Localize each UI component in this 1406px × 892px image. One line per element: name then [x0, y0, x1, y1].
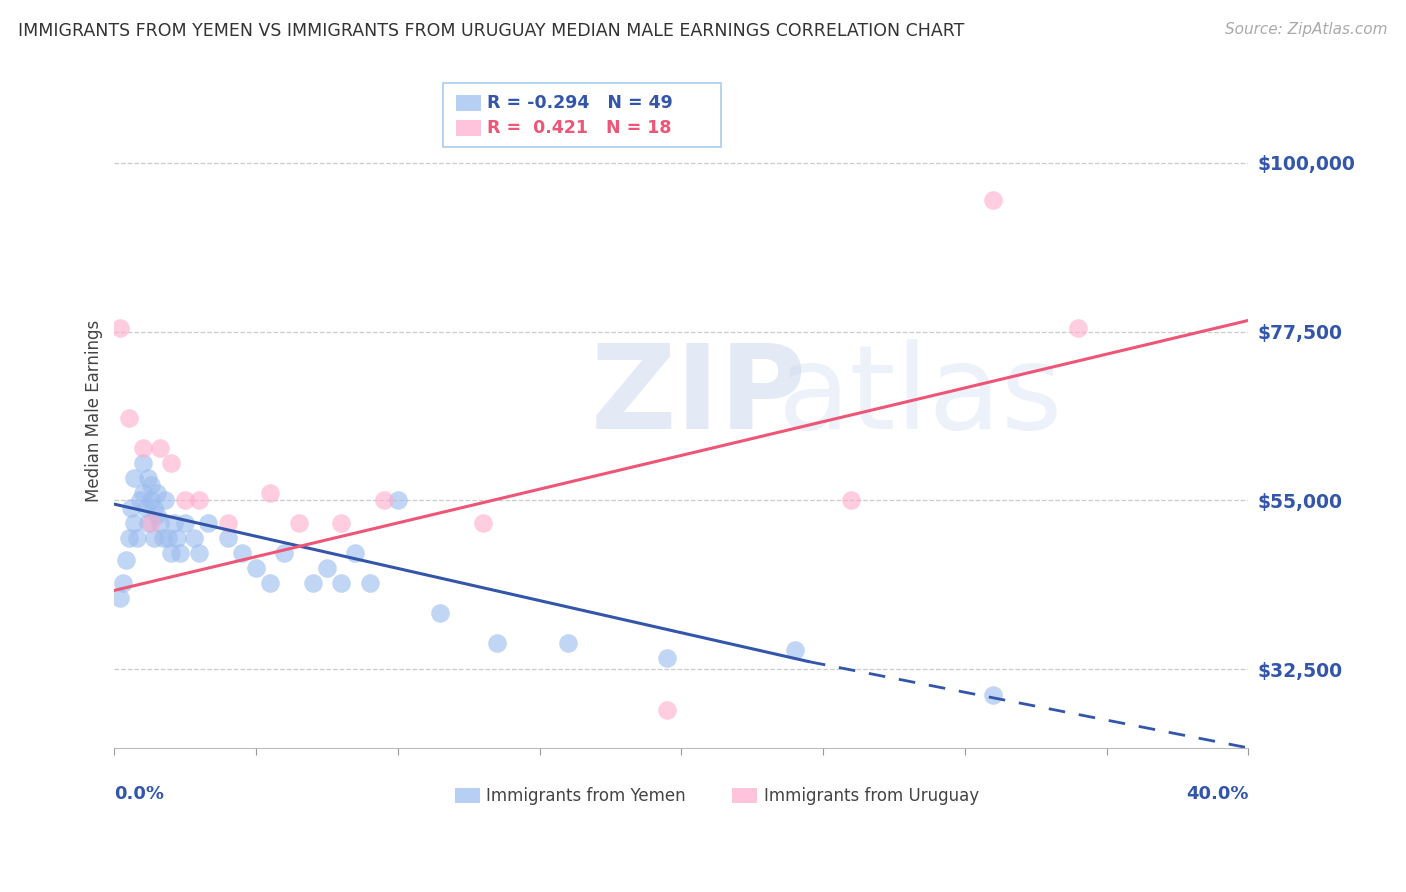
Point	[1067, 321, 1090, 335]
Point	[160, 456, 183, 470]
Text: atlas: atlas	[778, 340, 1063, 454]
Point	[287, 516, 309, 530]
Point	[197, 516, 219, 530]
Point	[166, 531, 188, 545]
Y-axis label: Median Male Earnings: Median Male Earnings	[86, 319, 103, 501]
Point	[471, 516, 494, 530]
Point	[217, 516, 239, 530]
Point	[330, 516, 353, 530]
Point	[157, 531, 180, 545]
Point	[146, 508, 169, 523]
FancyBboxPatch shape	[443, 83, 721, 147]
Point	[122, 471, 145, 485]
Text: 40.0%: 40.0%	[1185, 785, 1249, 803]
Point	[141, 478, 163, 492]
Text: R =  0.421   N = 18: R = 0.421 N = 18	[488, 119, 672, 136]
Text: Source: ZipAtlas.com: Source: ZipAtlas.com	[1225, 22, 1388, 37]
Point	[132, 441, 155, 455]
Point	[155, 493, 177, 508]
Text: R = -0.294   N = 49: R = -0.294 N = 49	[488, 94, 673, 112]
Point	[132, 486, 155, 500]
Point	[129, 493, 152, 508]
Point	[138, 516, 160, 530]
Point	[301, 575, 323, 590]
Point	[143, 500, 166, 515]
Point	[149, 441, 172, 455]
Point	[259, 486, 281, 500]
Point	[373, 493, 395, 508]
Point	[132, 456, 155, 470]
Point	[141, 493, 163, 508]
Point	[557, 636, 579, 650]
Point	[122, 516, 145, 530]
Point	[143, 531, 166, 545]
Point	[429, 606, 451, 620]
Point	[174, 516, 197, 530]
Point	[152, 531, 174, 545]
Text: Immigrants from Yemen: Immigrants from Yemen	[486, 787, 686, 805]
FancyBboxPatch shape	[733, 789, 758, 803]
Point	[117, 411, 139, 425]
Text: Immigrants from Uruguay: Immigrants from Uruguay	[763, 787, 979, 805]
Point	[174, 493, 197, 508]
Point	[841, 493, 863, 508]
Point	[135, 500, 157, 515]
Point	[108, 591, 131, 605]
Point	[783, 643, 806, 657]
Point	[114, 553, 136, 567]
Point	[231, 546, 253, 560]
Point	[217, 531, 239, 545]
Point	[160, 546, 183, 560]
Point	[188, 493, 211, 508]
Point	[111, 575, 134, 590]
Point	[188, 546, 211, 560]
FancyBboxPatch shape	[456, 95, 481, 112]
Point	[108, 321, 131, 335]
Point	[183, 531, 205, 545]
Point	[657, 703, 679, 717]
Point	[141, 516, 163, 530]
Point	[245, 561, 267, 575]
Point	[486, 636, 509, 650]
Point	[149, 516, 172, 530]
Point	[273, 546, 295, 560]
Point	[259, 575, 281, 590]
Point	[169, 546, 191, 560]
Text: ZIP: ZIP	[591, 340, 807, 454]
Point	[120, 500, 142, 515]
Point	[146, 486, 169, 500]
Point	[344, 546, 367, 560]
Point	[330, 575, 353, 590]
Point	[117, 531, 139, 545]
Point	[127, 531, 149, 545]
Text: 0.0%: 0.0%	[114, 785, 165, 803]
FancyBboxPatch shape	[456, 120, 481, 136]
Point	[981, 194, 1004, 208]
Point	[163, 516, 186, 530]
Point	[138, 471, 160, 485]
FancyBboxPatch shape	[454, 789, 479, 803]
Point	[657, 651, 679, 665]
Point	[316, 561, 339, 575]
Point	[981, 689, 1004, 703]
Text: IMMIGRANTS FROM YEMEN VS IMMIGRANTS FROM URUGUAY MEDIAN MALE EARNINGS CORRELATIO: IMMIGRANTS FROM YEMEN VS IMMIGRANTS FROM…	[18, 22, 965, 40]
Point	[387, 493, 409, 508]
Point	[359, 575, 381, 590]
